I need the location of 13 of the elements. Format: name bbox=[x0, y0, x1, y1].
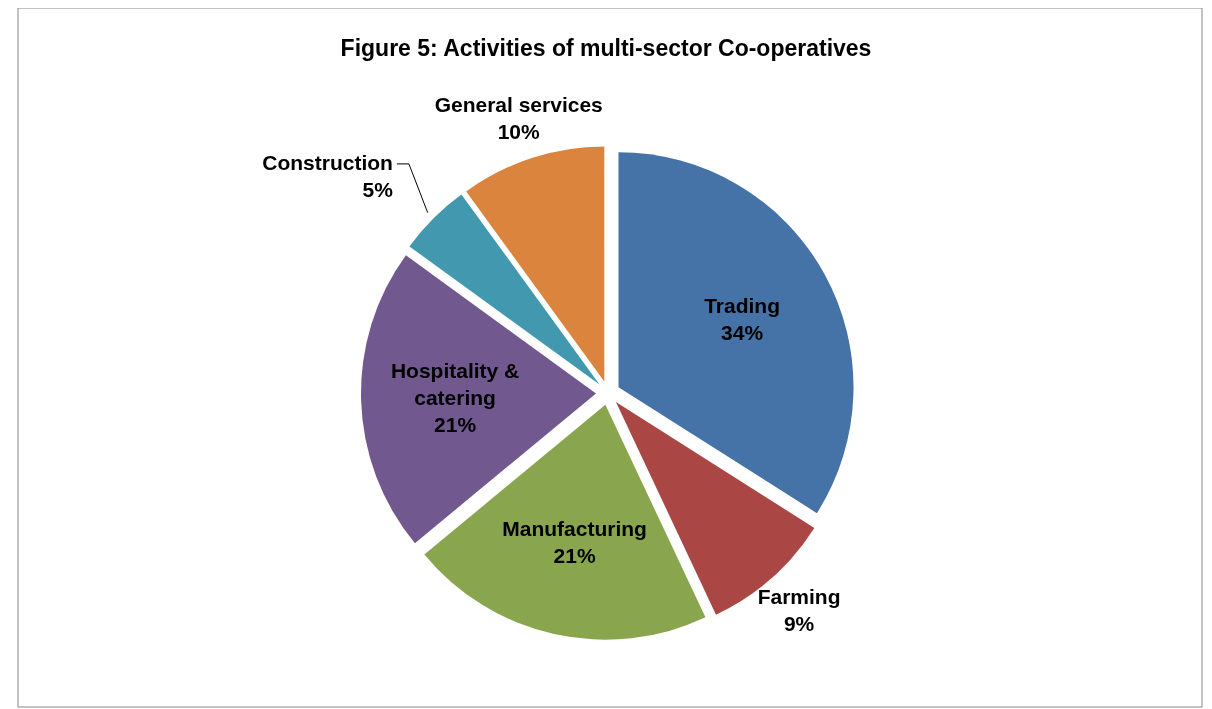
slice-label: Manufacturing bbox=[502, 517, 647, 541]
slice-label: Hospitality & catering bbox=[390, 359, 520, 410]
slice-label: Farming bbox=[757, 584, 841, 608]
data-label: 5% bbox=[362, 177, 394, 201]
data-label: 10% bbox=[497, 119, 541, 143]
chart-title: Figure 5: Activities of multi-sector Co-operatives bbox=[340, 35, 872, 61]
data-label: 9% bbox=[783, 611, 815, 635]
data-label: 21% bbox=[553, 544, 596, 568]
slice-label: General services bbox=[434, 92, 603, 116]
data-label: 21% bbox=[434, 413, 477, 437]
slice-label: Construction bbox=[262, 150, 393, 174]
slice-label: Trading bbox=[704, 294, 780, 318]
data-label: 34% bbox=[721, 321, 764, 345]
